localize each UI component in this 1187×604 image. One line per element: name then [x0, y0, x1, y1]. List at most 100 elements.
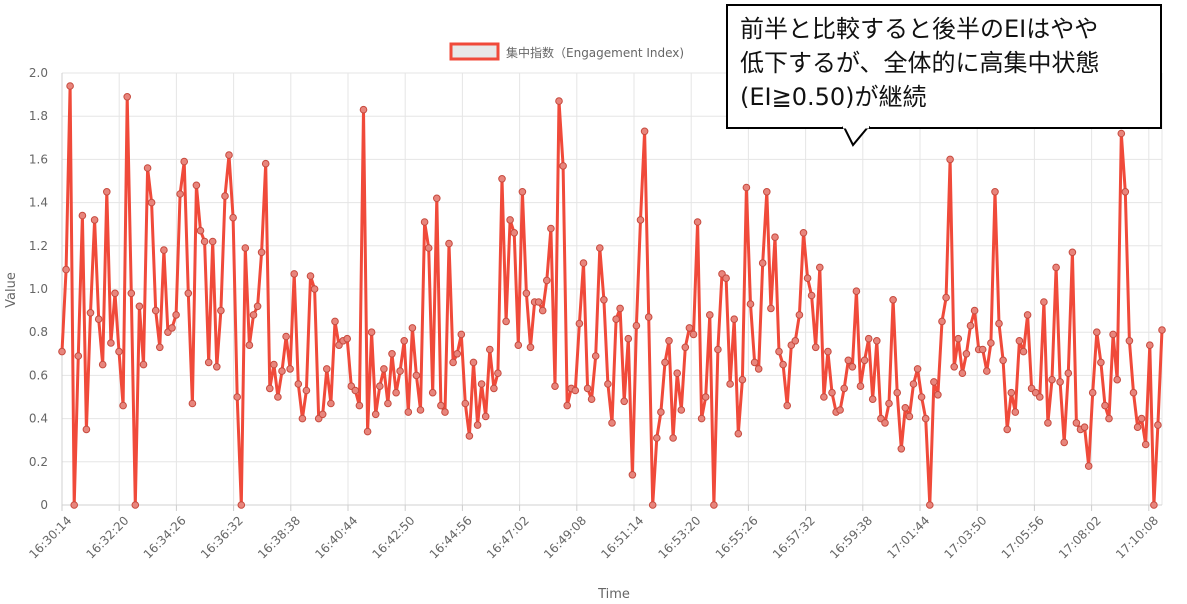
data-point	[371, 410, 380, 419]
data-point	[1088, 388, 1097, 397]
data-point	[783, 401, 792, 410]
data-point	[139, 360, 148, 369]
x-tick-label: 16:32:20	[84, 513, 132, 561]
data-point	[111, 289, 119, 298]
data-point	[563, 401, 572, 410]
data-point	[983, 367, 991, 375]
data-point	[608, 419, 616, 427]
data-point	[844, 356, 853, 365]
data-point	[547, 224, 555, 233]
data-point	[970, 306, 979, 315]
data-point	[1141, 440, 1150, 449]
data-point	[143, 164, 152, 172]
y-tick-label: 0.6	[29, 368, 48, 382]
data-point	[445, 239, 453, 248]
data-point	[653, 434, 661, 442]
data-point	[958, 369, 967, 378]
data-point	[1137, 414, 1146, 423]
data-point	[1129, 388, 1138, 397]
data-point	[926, 501, 934, 509]
data-point	[677, 406, 686, 414]
data-point	[1023, 311, 1032, 319]
data-point	[433, 194, 441, 203]
data-point	[934, 391, 942, 399]
data-point	[995, 319, 1003, 328]
data-point	[803, 274, 812, 283]
data-point	[799, 229, 808, 237]
data-point	[1011, 408, 1020, 416]
y-tick-label: 1.4	[29, 196, 48, 210]
data-point	[469, 358, 478, 367]
data-point	[771, 233, 779, 241]
data-point	[836, 406, 844, 414]
data-point	[522, 289, 531, 298]
x-tick-label: 16:44:56	[427, 513, 475, 561]
data-point	[408, 324, 417, 332]
data-point	[184, 289, 193, 298]
data-point	[1158, 326, 1166, 334]
data-point	[636, 216, 645, 224]
data-point	[461, 399, 470, 408]
data-point	[249, 311, 258, 319]
data-point	[559, 162, 567, 170]
data-point	[889, 296, 897, 304]
data-point	[266, 384, 274, 393]
data-point	[726, 380, 734, 388]
data-point	[852, 287, 861, 296]
data-point	[1015, 337, 1024, 345]
data-point	[848, 363, 857, 371]
data-point	[616, 304, 624, 313]
data-point	[1003, 425, 1012, 434]
data-point	[673, 369, 682, 378]
data-point	[486, 345, 494, 354]
data-point	[909, 380, 918, 388]
data-point	[591, 352, 600, 360]
data-point	[1121, 188, 1130, 196]
callout-line-2: 低下するが、全体的に高集中状態	[740, 49, 1100, 77]
data-point	[905, 412, 914, 421]
data-point	[66, 82, 74, 90]
data-point	[127, 289, 136, 298]
data-point	[237, 501, 246, 509]
data-point	[400, 337, 409, 345]
data-point	[917, 393, 926, 401]
data-point	[74, 352, 83, 360]
data-point	[791, 337, 800, 345]
data-point	[962, 350, 971, 358]
data-point	[710, 501, 718, 509]
data-point	[388, 350, 396, 358]
data-point	[860, 356, 869, 365]
data-point	[208, 237, 217, 246]
data-point	[441, 408, 449, 416]
data-point	[856, 382, 865, 391]
data-point	[950, 363, 959, 371]
data-point	[107, 339, 115, 347]
data-point	[473, 421, 482, 429]
data-point	[58, 347, 66, 356]
data-point	[343, 334, 352, 343]
data-point	[775, 347, 783, 356]
data-point	[437, 401, 445, 410]
data-point	[131, 501, 140, 509]
series-line	[60, 84, 1164, 507]
data-point	[1105, 414, 1113, 423]
data-point	[669, 434, 677, 442]
legend[interactable]: 集中指数（Engagement Index)	[449, 42, 684, 61]
data-point	[697, 414, 706, 423]
data-point	[681, 343, 690, 352]
data-point	[795, 311, 804, 319]
data-point	[665, 337, 673, 345]
data-point	[217, 306, 225, 315]
data-point	[147, 198, 156, 207]
data-point	[987, 339, 995, 347]
y-axis-label: Value	[4, 272, 19, 308]
data-point	[685, 324, 694, 332]
data-point	[991, 188, 999, 196]
x-tick-label: 17:03:50	[942, 513, 990, 561]
data-point	[693, 218, 702, 226]
data-point	[506, 216, 514, 224]
data-point	[412, 371, 421, 380]
data-point	[188, 399, 197, 408]
data-point	[1125, 337, 1134, 345]
data-point	[396, 367, 404, 375]
